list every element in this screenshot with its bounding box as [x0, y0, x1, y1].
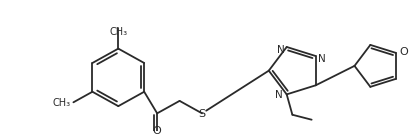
Text: N: N: [277, 45, 285, 55]
Text: CH₃: CH₃: [109, 27, 127, 37]
Text: CH₃: CH₃: [52, 98, 70, 108]
Text: O: O: [153, 126, 161, 136]
Text: N: N: [318, 54, 325, 64]
Text: O: O: [399, 47, 408, 57]
Text: S: S: [198, 109, 206, 119]
Text: N: N: [275, 90, 283, 100]
